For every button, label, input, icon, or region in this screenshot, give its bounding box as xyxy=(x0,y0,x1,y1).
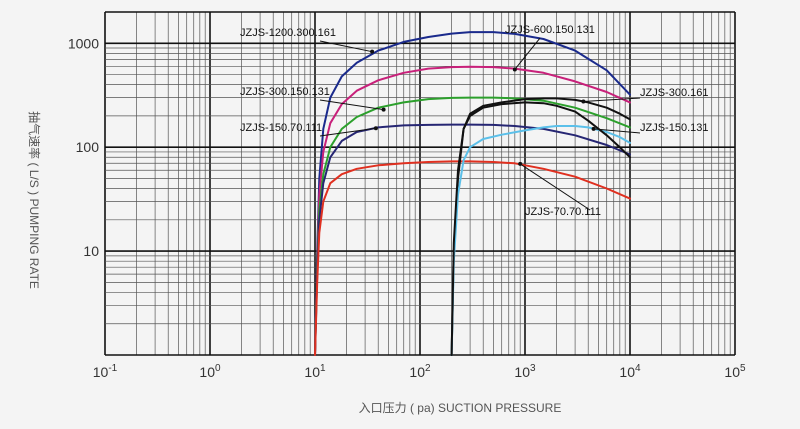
annotation-label: JZJS-150.131 xyxy=(640,122,708,134)
annotations: JZJS-1200.300.161 JZJS-600.150.131 JZJS-30… xyxy=(240,24,708,218)
annotation-label: JZJS-70.70.111 xyxy=(525,206,601,218)
annotation-leader xyxy=(319,127,376,137)
grid xyxy=(104,11,736,356)
annotation-label: JZJS-1200.300.161 xyxy=(240,27,336,39)
annotation-leader xyxy=(319,99,384,111)
annotation-pointer xyxy=(370,49,375,54)
series-group xyxy=(314,31,631,356)
annotation-leader xyxy=(583,97,641,103)
series-line xyxy=(314,96,631,356)
annotation-leader xyxy=(514,37,541,70)
annotation-label: JZJS-300.161 xyxy=(640,87,708,99)
y-axis-title: 抽气速率 ( L/S ) PUMPING RATE xyxy=(27,111,42,289)
annotation-pointer xyxy=(581,99,586,104)
series-line xyxy=(450,101,631,356)
annotation-pointer xyxy=(518,161,523,166)
series-line xyxy=(314,160,631,356)
annotation-label: JZJS-600.150.131 xyxy=(505,24,595,36)
series-line xyxy=(314,65,631,356)
annotation-pointer xyxy=(512,67,517,72)
annotation-pointer xyxy=(373,126,378,131)
annotation-leader xyxy=(319,40,373,53)
x-axis-title: 入口压力 ( pa) SUCTION PRESSURE xyxy=(359,401,562,415)
y-tick-label: 1000 xyxy=(68,35,99,51)
y-tick-label: 10 xyxy=(83,243,99,259)
annotation-pointer xyxy=(381,107,386,112)
annotation-pointer xyxy=(591,126,596,131)
annotation-leader xyxy=(593,128,641,134)
y-tick-label: 100 xyxy=(76,139,100,155)
annotation-label: JZJS-300.150.131 xyxy=(240,86,330,98)
annotation-label: JZJS-150.70.111 xyxy=(240,122,322,134)
series-line xyxy=(314,123,631,356)
series-line xyxy=(314,31,631,356)
annotation-leader xyxy=(519,163,591,211)
